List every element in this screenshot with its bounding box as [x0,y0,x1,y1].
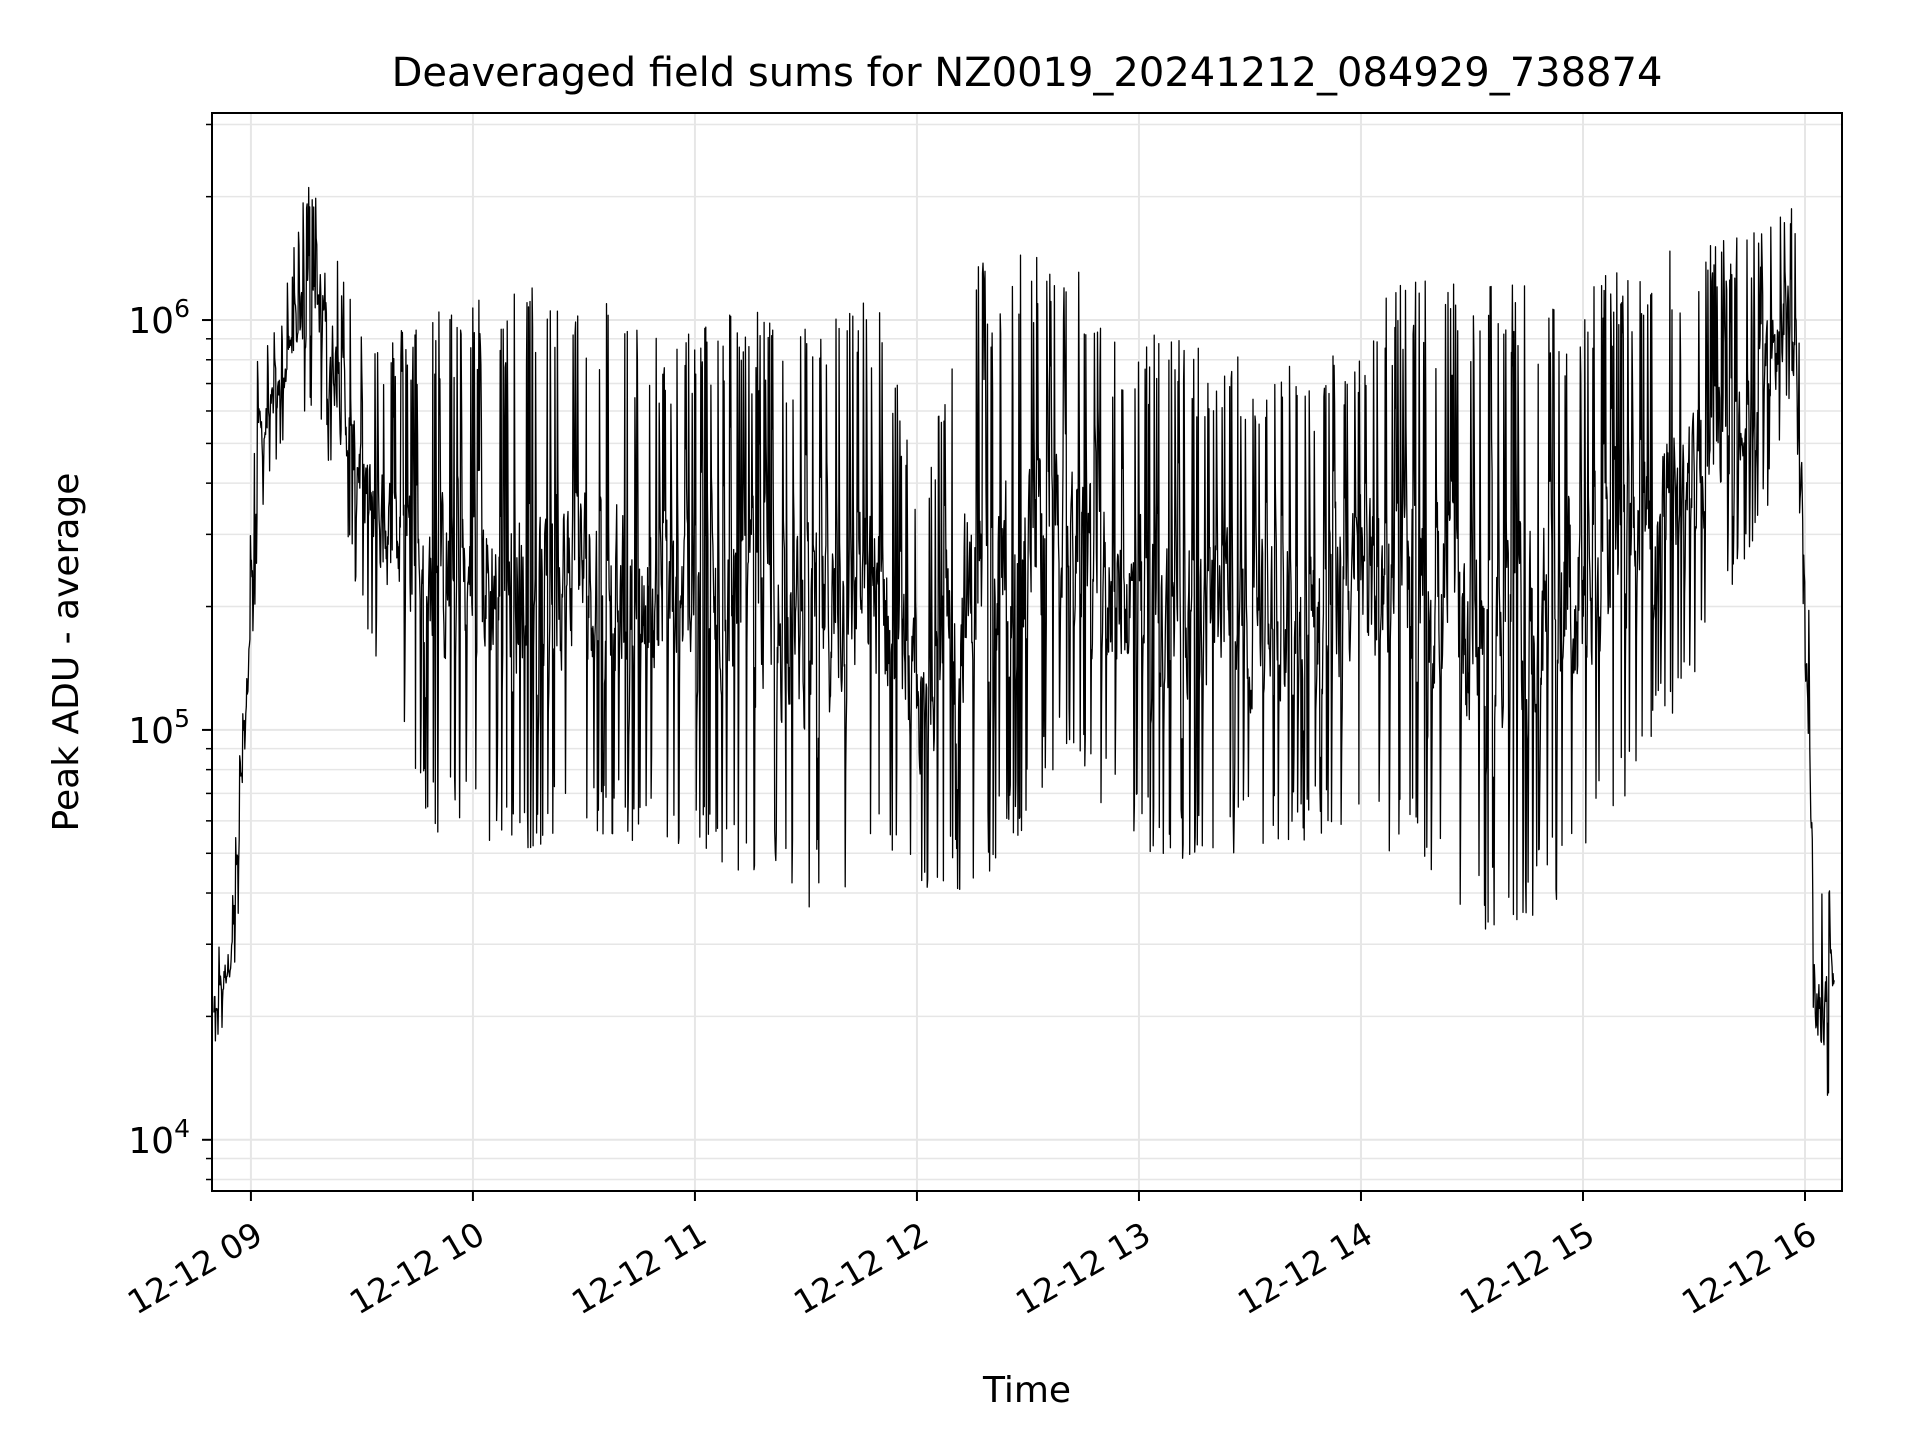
plot-frame [211,112,1843,1192]
series-line [213,186,1835,1096]
y-tick-label: 106 [128,294,190,342]
y-tick-label: 105 [128,704,190,752]
x-axis-label: Time [982,1370,1071,1411]
y-tick-label: 104 [128,1114,190,1162]
chart-title: Deaveraged field sums for NZ0019_2024121… [392,50,1663,96]
series-layer [213,186,1835,1096]
y-axis-label: Peak ADU - average [46,473,87,832]
grid-layer [212,113,1842,1191]
